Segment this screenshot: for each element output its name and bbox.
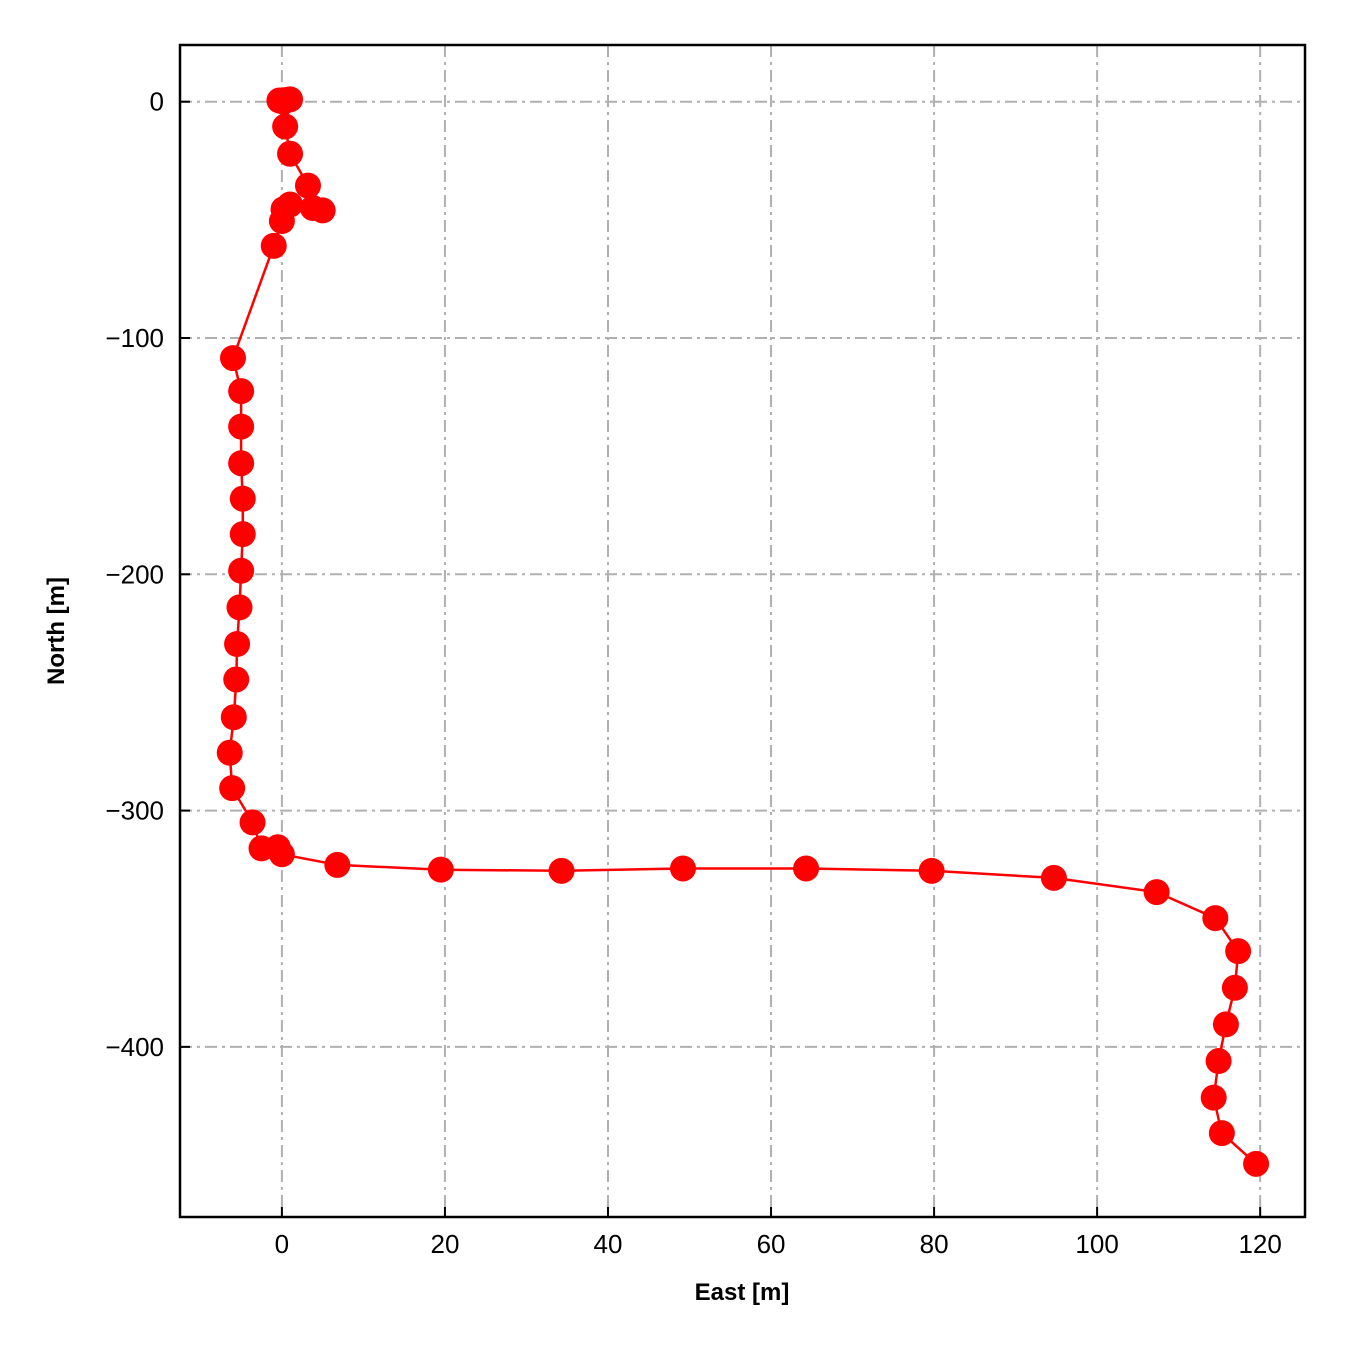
track-point bbox=[224, 630, 251, 657]
track-point bbox=[228, 378, 255, 405]
track-point bbox=[1225, 938, 1252, 965]
x-tick-label: 0 bbox=[275, 1229, 289, 1259]
track-point bbox=[272, 113, 299, 140]
track-point bbox=[219, 345, 246, 372]
track-point bbox=[260, 232, 287, 259]
y-tick-label: −200 bbox=[105, 559, 164, 589]
y-tick-label: −400 bbox=[105, 1032, 164, 1062]
track-point bbox=[1212, 1011, 1239, 1038]
x-axis-label: East [m] bbox=[695, 1279, 790, 1306]
track-line bbox=[228, 97, 1257, 1165]
track-point bbox=[223, 666, 250, 693]
track-point bbox=[294, 172, 321, 199]
track-point bbox=[1143, 879, 1170, 906]
track-point bbox=[277, 86, 304, 113]
track-point bbox=[239, 809, 266, 836]
x-tick-label: 80 bbox=[920, 1229, 949, 1259]
x-tick-label: 120 bbox=[1238, 1229, 1281, 1259]
track-point bbox=[669, 855, 696, 882]
track-point bbox=[268, 841, 295, 868]
y-tick-label: −300 bbox=[105, 796, 164, 826]
track-point bbox=[1208, 1120, 1235, 1147]
track-point bbox=[324, 851, 351, 878]
track-point bbox=[1202, 905, 1229, 932]
track-point bbox=[548, 857, 575, 884]
x-tick-label: 60 bbox=[757, 1229, 786, 1259]
track-point bbox=[228, 557, 255, 584]
track-point bbox=[216, 739, 243, 766]
track-point bbox=[1221, 974, 1248, 1001]
series bbox=[216, 86, 1270, 1177]
y-tick-label: 0 bbox=[150, 87, 164, 117]
track-point bbox=[427, 856, 454, 883]
track-point bbox=[1205, 1048, 1232, 1075]
track-point bbox=[220, 704, 247, 731]
track-point bbox=[309, 197, 336, 224]
y-axis-label: North [m] bbox=[43, 577, 70, 685]
track-point bbox=[793, 855, 820, 882]
track-point bbox=[1200, 1084, 1227, 1111]
track-point bbox=[277, 140, 304, 167]
track-point bbox=[226, 594, 253, 621]
x-tick-label: 40 bbox=[594, 1229, 623, 1259]
track-point bbox=[268, 208, 295, 235]
plot-frame bbox=[178, 43, 1307, 1219]
x-tick-label: 100 bbox=[1075, 1229, 1118, 1259]
track-point bbox=[229, 485, 256, 512]
y-tick-label: −100 bbox=[105, 323, 164, 353]
x-tick-label: 20 bbox=[430, 1229, 459, 1259]
ticks: 0 20 40 60 80 100 120 0 −100 −200 −300 −400 bbox=[105, 87, 1281, 1259]
track-point bbox=[1243, 1150, 1270, 1177]
track-point bbox=[228, 413, 255, 440]
track-point bbox=[918, 857, 945, 884]
grid bbox=[180, 45, 1305, 1217]
track-point bbox=[1040, 864, 1067, 891]
track-point bbox=[228, 450, 255, 477]
track-point bbox=[219, 775, 246, 802]
track-point bbox=[229, 521, 256, 548]
